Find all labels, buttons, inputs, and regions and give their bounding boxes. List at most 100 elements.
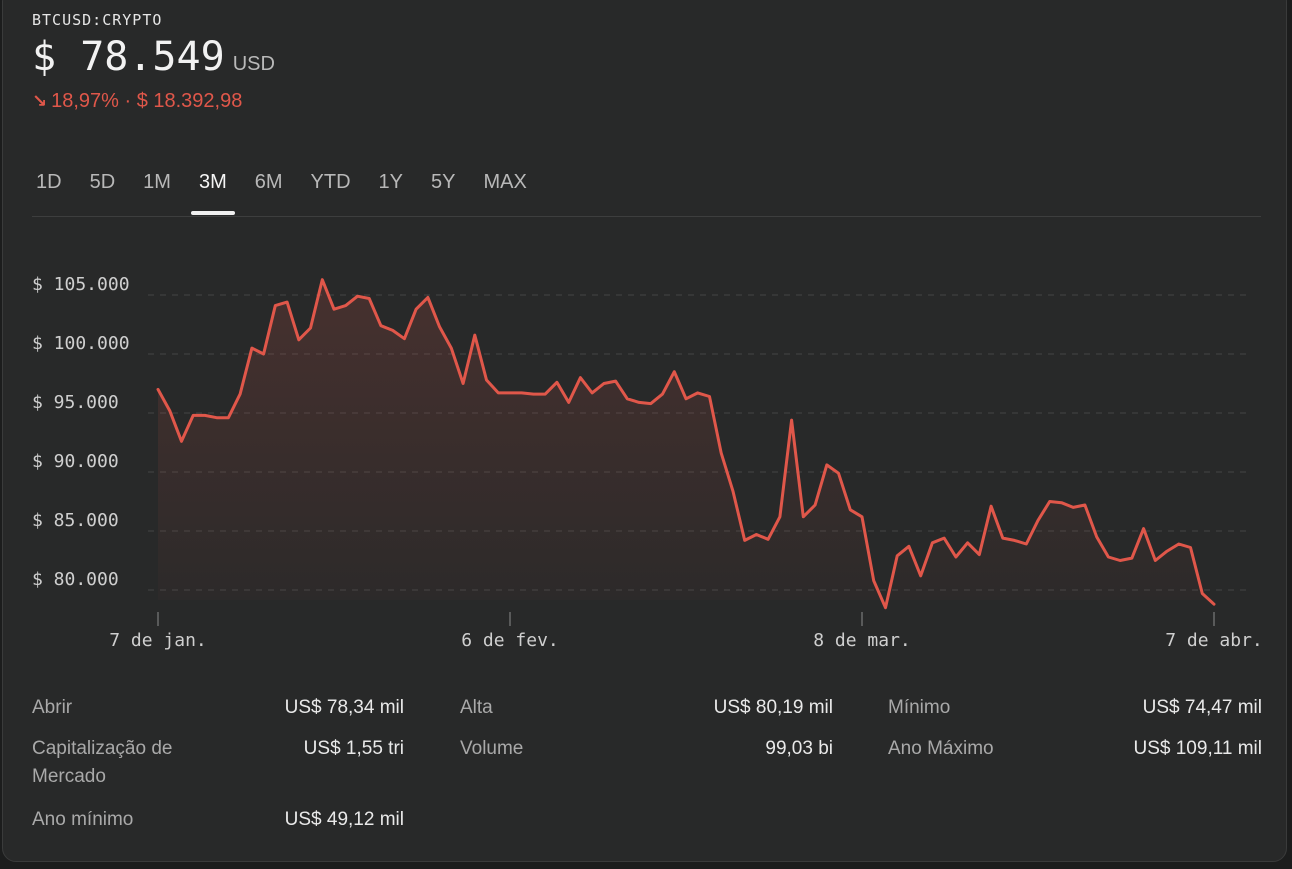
tab-3m[interactable]: 3M — [185, 168, 241, 216]
price-line — [156, 278, 1216, 610]
range-tabs: 1D 5D 1M 3M 6M YTD 1Y 5Y MAX — [22, 168, 541, 216]
data-point — [1060, 501, 1064, 505]
data-point — [180, 439, 184, 443]
data-point — [191, 413, 195, 417]
data-point — [1142, 527, 1146, 531]
data-point — [1036, 518, 1040, 522]
stat-value-open: US$ 78,34 mil — [284, 697, 404, 718]
tab-5d[interactable]: 5D — [89, 171, 116, 193]
data-point — [942, 536, 946, 540]
data-point — [966, 541, 970, 545]
data-point — [391, 328, 395, 332]
stat-label-year-high: Ano Máximo — [888, 738, 994, 759]
data-point — [954, 555, 958, 559]
tab-6m[interactable]: 6M — [254, 171, 283, 193]
stat-label-market-cap: Capitalização de Mercado — [32, 735, 172, 791]
stat-value-year-low: US$ 49,12 mil — [284, 809, 404, 830]
stat-label-volume: Volume — [460, 738, 524, 759]
x-tick-label: 7 de jan. — [109, 630, 207, 651]
data-point — [1013, 538, 1017, 542]
data-point — [661, 392, 665, 396]
stat-value-volume: 99,03 bi — [765, 738, 833, 759]
data-point — [708, 395, 712, 399]
data-point — [754, 533, 758, 537]
data-point — [473, 333, 477, 337]
tabs-divider — [32, 216, 1261, 217]
data-point — [496, 391, 500, 395]
data-point — [1118, 559, 1122, 563]
data-point — [273, 304, 277, 308]
x-tick-label: 8 de mar. — [813, 630, 911, 651]
data-point — [485, 378, 489, 382]
price-display: $ 78.549 USD — [32, 34, 275, 80]
data-point — [766, 537, 770, 541]
x-tick-label: 7 de abr. — [1165, 630, 1263, 651]
tab-5y[interactable]: 5Y — [431, 171, 456, 193]
data-point — [625, 397, 629, 401]
tab-ytd[interactable]: YTD — [310, 171, 351, 193]
data-point — [930, 541, 934, 545]
data-point — [449, 346, 453, 350]
data-point — [614, 379, 618, 383]
price-chart[interactable]: $ 105.000 $ 100.000 $ 95.000 $ 90.000 $ 85.0… — [0, 0, 1292, 680]
stat-label-market-cap-line1: Capitalização de — [32, 738, 173, 759]
change-text: 18,97% · $ 18.392,98 — [51, 90, 243, 112]
data-point — [1200, 592, 1204, 596]
y-tick-label: $ 90.000 — [32, 451, 119, 472]
data-point — [731, 489, 735, 493]
data-point — [919, 574, 923, 578]
y-tick-label: $ 95.000 — [32, 392, 119, 413]
data-point — [203, 413, 207, 417]
data-point — [989, 504, 993, 508]
price-area — [158, 279, 1214, 608]
data-point — [262, 352, 266, 356]
stat-value-low: US$ 74,47 mil — [1142, 697, 1262, 718]
data-point — [379, 324, 383, 328]
price-value: $ 78.549 — [32, 34, 225, 80]
data-point — [825, 463, 829, 467]
data-point — [215, 416, 219, 420]
down-arrow-icon: ↘ — [32, 91, 48, 111]
data-point — [1130, 556, 1134, 560]
data-point — [590, 391, 594, 395]
stat-label-low: Mínimo — [888, 697, 951, 718]
data-point — [578, 376, 582, 380]
data-point — [895, 554, 899, 558]
data-point — [743, 538, 747, 542]
data-point — [1095, 535, 1099, 539]
data-point — [719, 451, 723, 455]
stat-label-high: Alta — [460, 697, 493, 718]
data-point — [344, 304, 348, 308]
data-point — [872, 579, 876, 583]
stat-label-market-cap-line2: Mercado — [32, 766, 106, 787]
tab-1y[interactable]: 1Y — [378, 171, 404, 193]
data-point — [356, 294, 360, 298]
data-point — [461, 382, 465, 386]
data-point — [1048, 500, 1052, 504]
y-tick-label: $ 100.000 — [32, 333, 130, 354]
data-point — [778, 515, 782, 519]
tab-max[interactable]: MAX — [483, 171, 527, 193]
tab-1d[interactable]: 1D — [36, 171, 62, 193]
data-point — [848, 508, 852, 512]
data-point — [508, 391, 512, 395]
data-point — [1001, 536, 1005, 540]
y-axis-labels: $ 105.000 $ 100.000 $ 95.000 $ 90.000 $ 85.0… — [32, 274, 130, 590]
data-point — [977, 553, 981, 557]
data-point — [438, 325, 442, 329]
price-change: ↘ 18,97% · $ 18.392,98 — [32, 90, 242, 113]
y-tick-label: $ 105.000 — [32, 274, 130, 295]
data-point — [367, 297, 371, 301]
data-point — [837, 471, 841, 475]
data-point — [1177, 542, 1181, 546]
data-point — [602, 382, 606, 386]
x-axis: 7 de jan. 6 de fev. 8 de mar. 7 de abr. — [109, 612, 1263, 651]
tab-1m[interactable]: 1M — [143, 171, 171, 193]
ticker-symbol: BTCUSD:CRYPTO — [32, 11, 163, 29]
data-point — [790, 418, 794, 422]
data-point — [907, 544, 911, 548]
data-point — [532, 392, 536, 396]
data-point — [1106, 555, 1110, 559]
data-point — [285, 300, 289, 304]
data-point — [1153, 559, 1157, 563]
